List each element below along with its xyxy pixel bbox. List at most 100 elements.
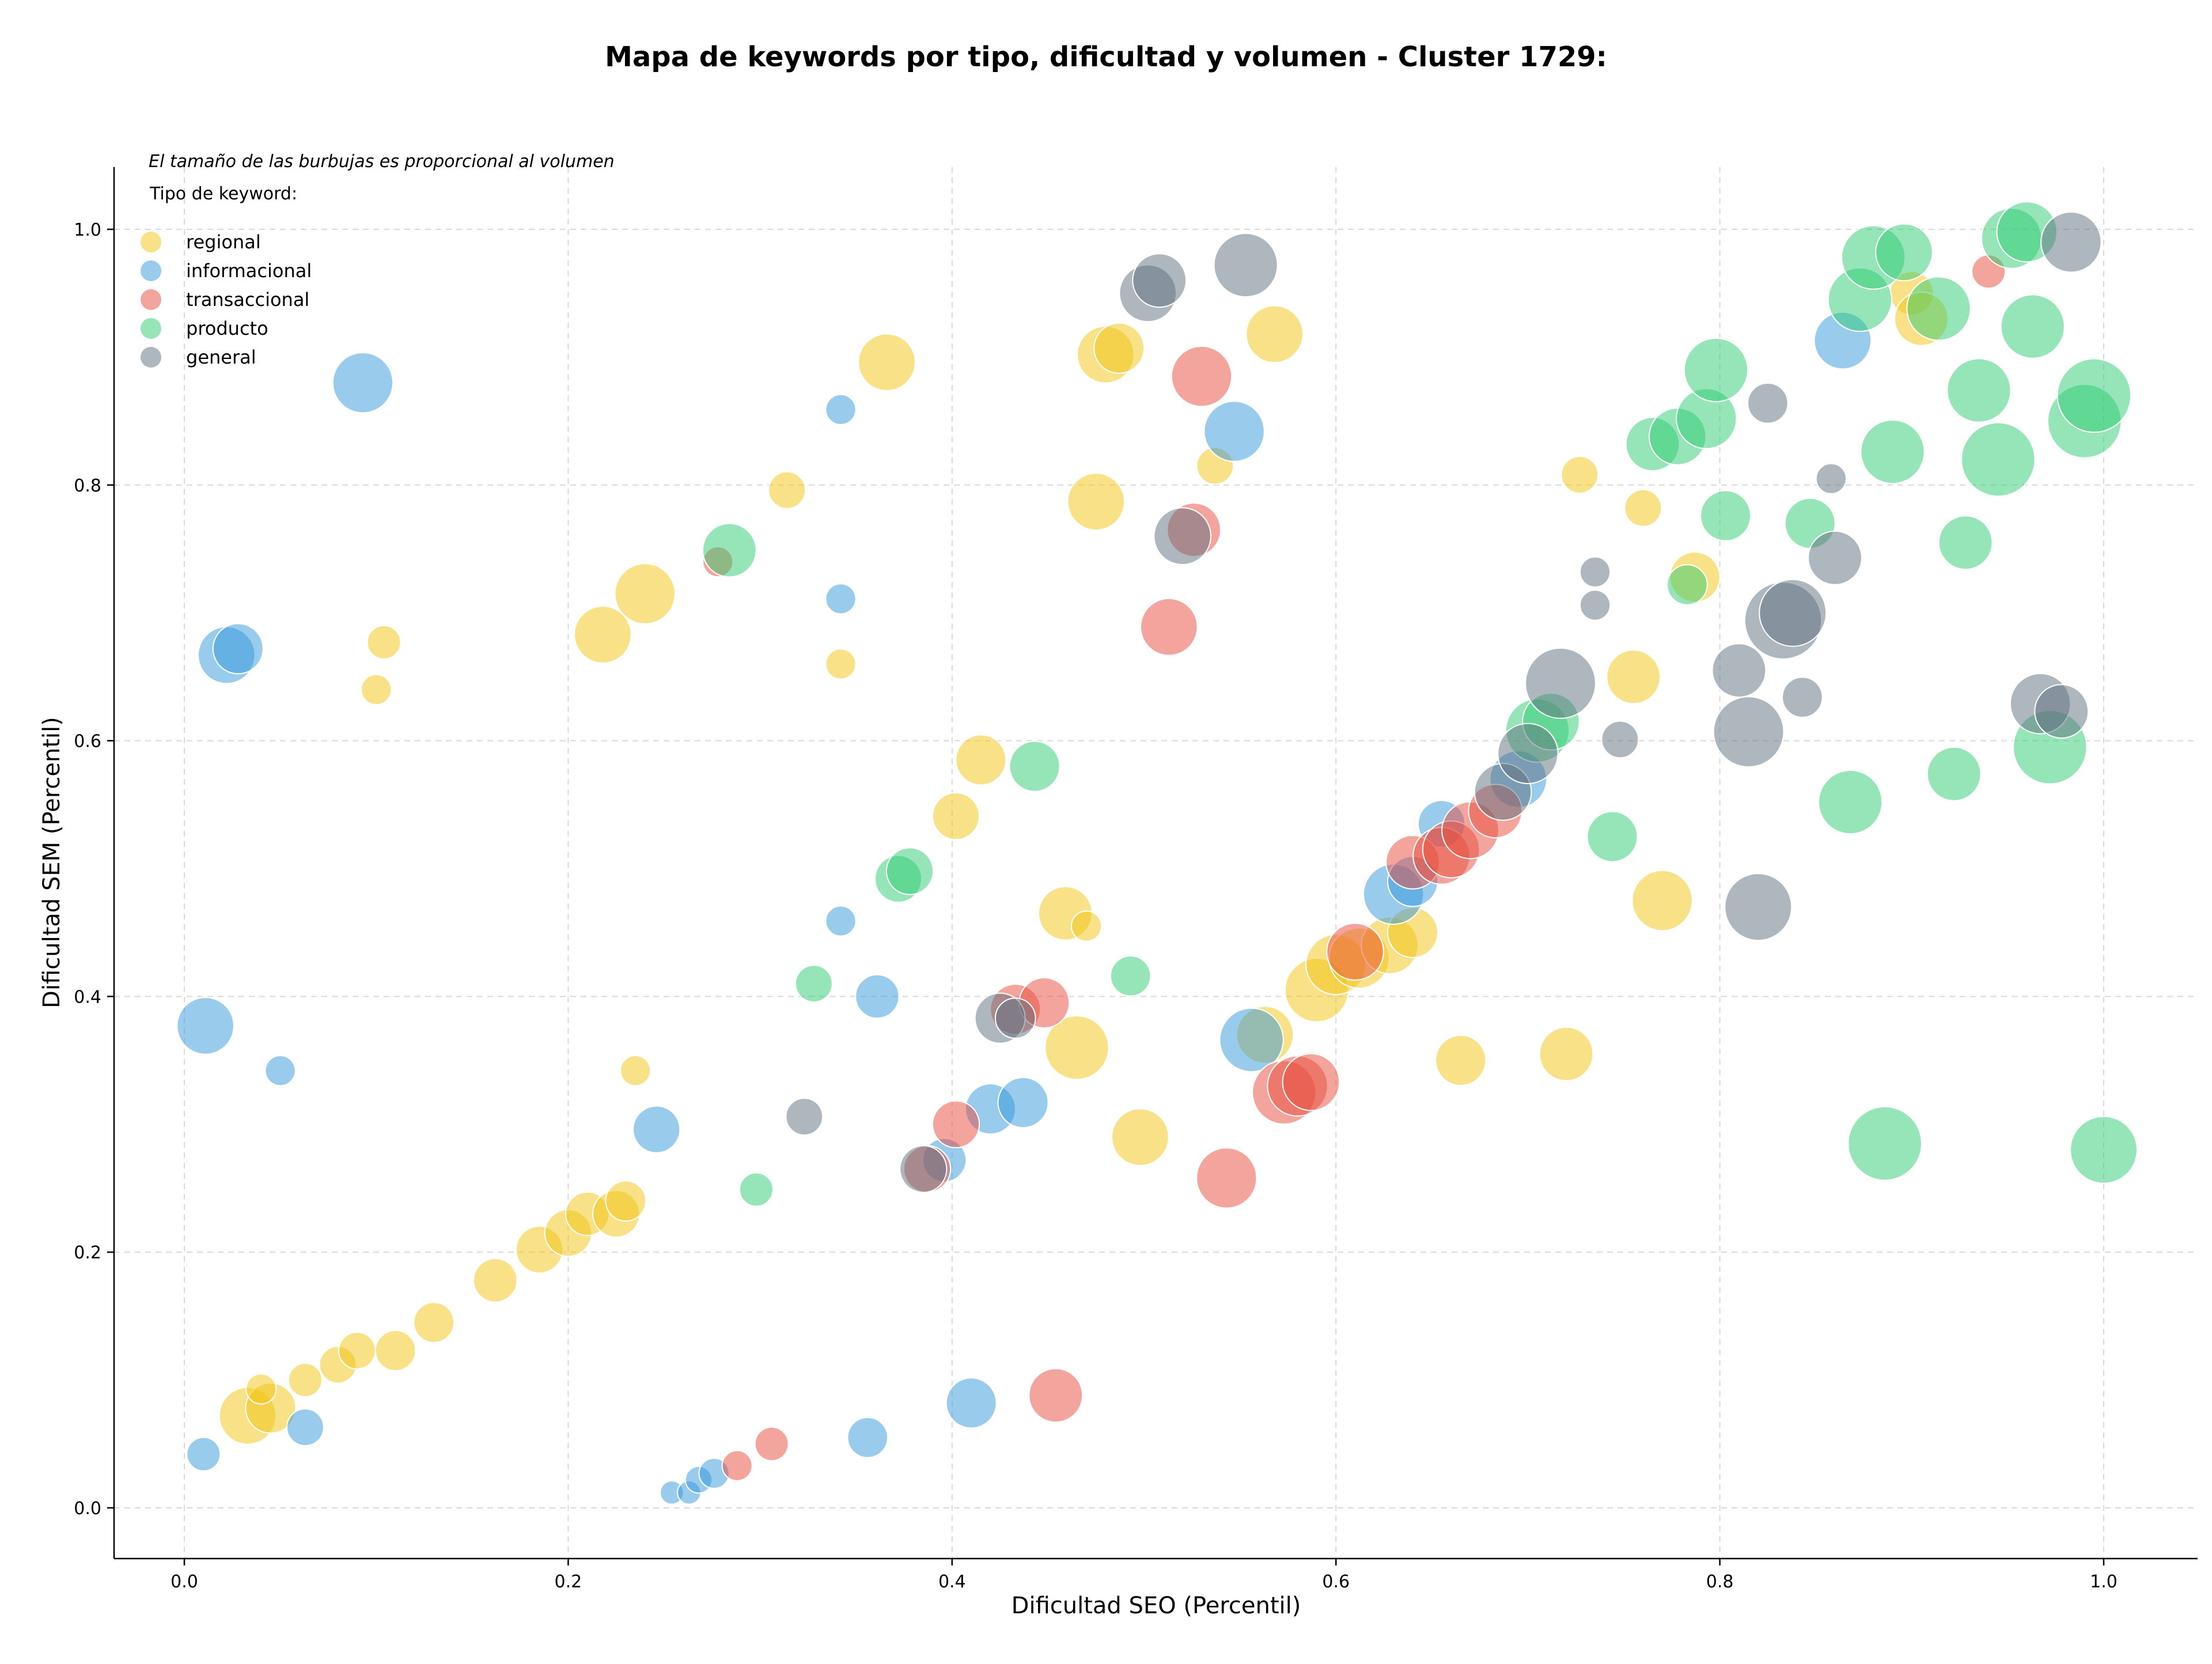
bubble-general: [2040, 211, 2102, 273]
bubble-general: [1213, 233, 1278, 298]
y-tick-label: 0.0: [74, 1499, 101, 1519]
bubble-producto: [1875, 223, 1933, 282]
y-tick-label: 1.0: [74, 220, 101, 240]
y-tick-label: 0.4: [74, 987, 101, 1007]
bubble-informacional: [825, 394, 857, 425]
bubble-producto: [1946, 358, 2012, 423]
bubble-informacional: [264, 1055, 296, 1087]
bubble-general: [1579, 589, 1611, 621]
bubble-informacional: [632, 1105, 681, 1154]
bubble-regional: [1631, 869, 1693, 932]
legend-item-producto: producto: [141, 317, 268, 339]
bubble-producto: [2056, 358, 2132, 433]
bubble-regional: [768, 471, 806, 509]
series-producto: [702, 201, 2138, 1207]
bubble-transaccional: [931, 1100, 980, 1148]
bubble-informacional: [997, 1077, 1049, 1129]
bubble-regional: [1044, 1015, 1109, 1080]
bubble-transaccional: [1326, 922, 1384, 981]
bubble-informacional: [855, 974, 900, 1019]
bubble-producto: [1818, 770, 1883, 835]
bubble-regional: [1111, 1108, 1169, 1166]
bubble-informacional: [847, 1417, 888, 1458]
bubbles: [176, 201, 2138, 1505]
x-tick-label: 1.0: [2090, 1572, 2118, 1592]
bubble-general: [785, 1098, 824, 1136]
bubble-producto: [794, 965, 833, 1003]
bubble-producto: [1666, 564, 1708, 606]
bubble-producto: [1960, 422, 2036, 497]
bubble-regional: [361, 674, 392, 705]
legend-item-regional: regional: [141, 231, 261, 253]
bubble-informacional: [825, 905, 857, 937]
bubble-regional: [931, 792, 980, 841]
legend-title: Tipo de keyword:: [149, 184, 297, 204]
x-tick-label: 0.2: [555, 1572, 582, 1592]
bubble-informacional: [286, 1408, 324, 1447]
bubble-regional: [825, 648, 857, 680]
legend-marker: [141, 232, 161, 252]
legend-label: regional: [186, 231, 261, 253]
bubble-general: [1132, 253, 1187, 308]
bubble-general: [1747, 382, 1789, 424]
axes: [113, 167, 2198, 1560]
bubble-producto: [1906, 276, 1971, 341]
bubble-regional: [1435, 1034, 1487, 1086]
bubble-regional: [1560, 456, 1599, 494]
bubble-regional: [1624, 489, 1662, 527]
bubble-producto: [2070, 1115, 2138, 1184]
bubble-regional: [614, 563, 676, 625]
bubble-producto: [1860, 419, 1925, 485]
bubble-regional: [374, 1330, 416, 1371]
bubble-general: [1601, 720, 1639, 759]
x-tick-label: 0.6: [1322, 1572, 1350, 1592]
legend-item-general: general: [141, 346, 256, 368]
bubble-transaccional: [1171, 345, 1233, 407]
bubble-general: [1808, 530, 1862, 585]
legend-label: general: [186, 346, 256, 368]
bubble-regional: [1093, 322, 1145, 374]
legend-label: producto: [186, 317, 268, 339]
legend-label: transaccional: [186, 289, 309, 311]
bubble-transaccional: [754, 1427, 789, 1462]
bubble-general: [994, 997, 1036, 1039]
y-tick-label: 0.2: [74, 1243, 101, 1263]
bubble-general: [1713, 696, 1785, 767]
bubble-general: [1153, 507, 1211, 565]
y-axis-label: Dificultad SEM (Percentil): [39, 717, 65, 1008]
bubble-informacional: [945, 1377, 997, 1429]
bubble-transaccional: [721, 1450, 753, 1481]
bubble-general: [2034, 684, 2089, 739]
bubble-general: [1815, 463, 1847, 494]
bubble-regional: [473, 1258, 518, 1303]
x-tick-label: 0.0: [171, 1572, 198, 1592]
bubble-regional: [605, 1180, 647, 1222]
y-tick-label: 0.6: [74, 732, 101, 752]
bubble-regional: [619, 1055, 652, 1087]
bubble-producto: [1700, 490, 1752, 542]
chart-title: Mapa de keywords por tipo, dificultad y …: [605, 41, 1607, 73]
bubble-regional: [287, 1363, 323, 1398]
bubble-general: [1724, 873, 1793, 941]
grid: [114, 167, 2198, 1559]
bubble-informacional: [212, 623, 264, 675]
legend-item-transaccional: transaccional: [141, 289, 309, 311]
ticks: 0.0 0.2 0.4 0.6 0.8 1.0 0.0 0.2 0.4 0.6 0.8 1.0: [74, 220, 2118, 1592]
legend-label: informacional: [186, 260, 312, 282]
bubble-regional: [1067, 472, 1125, 531]
bubble-regional: [338, 1332, 376, 1370]
bubble-size-note: El tamaño de las burbujas es proporciona…: [149, 152, 615, 172]
bubble-producto: [1009, 740, 1060, 792]
legend-marker: [141, 260, 161, 281]
bubble-regional: [574, 606, 632, 664]
bubble-producto: [1938, 515, 1993, 570]
bubble-producto: [1586, 811, 1638, 863]
bubble-producto: [702, 523, 757, 578]
bubble-regional: [245, 1373, 277, 1405]
bubble-informacional: [1203, 400, 1265, 462]
bubble-regional: [858, 333, 916, 392]
bubble-producto: [1847, 1106, 1922, 1181]
bubble-informacional: [186, 1436, 221, 1472]
bubble-informacional: [332, 352, 394, 414]
